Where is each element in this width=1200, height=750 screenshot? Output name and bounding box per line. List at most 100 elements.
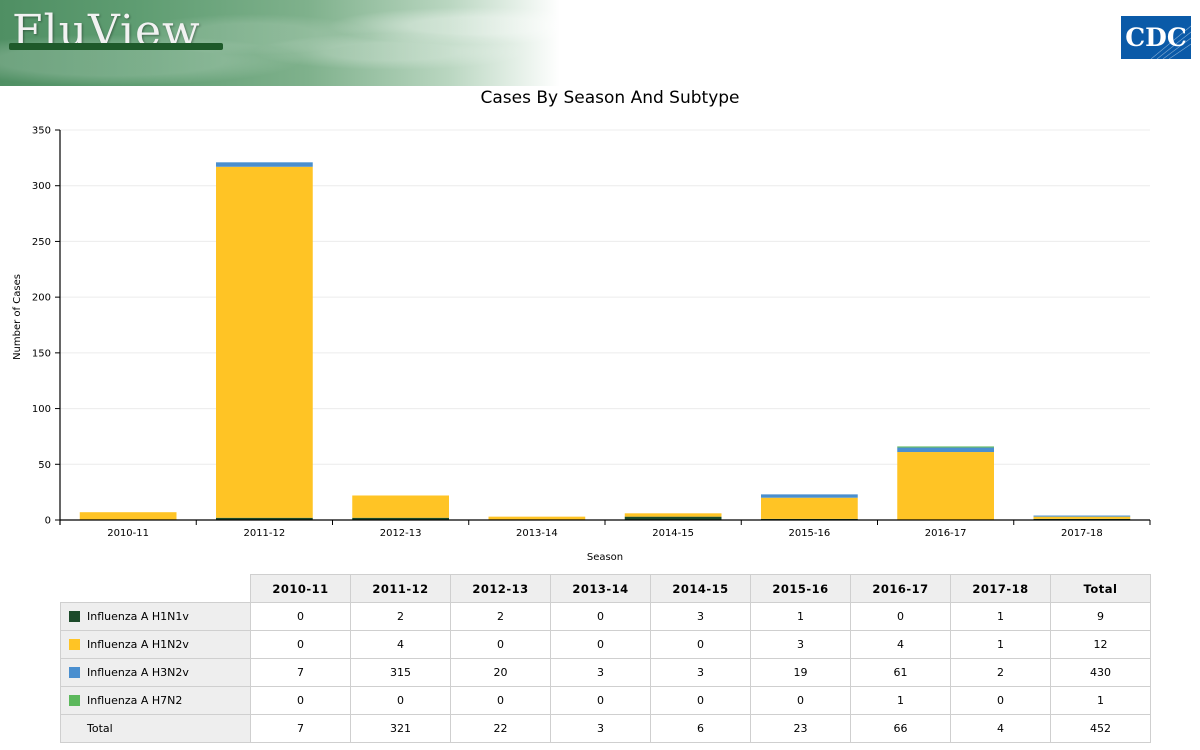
x-tick-label: 2014-15 (652, 528, 694, 539)
y-tick-label: 150 (32, 348, 51, 359)
table-cell: 1 (850, 686, 951, 715)
table-cell: 1 (750, 602, 851, 631)
table-cell: 3 (650, 658, 751, 687)
row-label: Influenza A H1N1v (87, 610, 189, 623)
table-row: Influenza A H7N2 0 0 0 0 0 0 1 0 1 (60, 686, 1151, 715)
table-row: Influenza A H1N1v 0 2 2 0 3 1 0 1 9 (60, 602, 1151, 631)
y-tick-label: 50 (38, 460, 51, 471)
table-cell: 3 (750, 630, 851, 659)
table-cell: 0 (950, 686, 1051, 715)
table-cell: 61 (850, 658, 951, 687)
legend-swatch[interactable] (69, 723, 80, 734)
cdc-logo-icon[interactable]: CDC (1121, 16, 1191, 59)
table-cell: 2 (350, 602, 451, 631)
y-tick-label: 250 (32, 237, 51, 248)
table-cell: 0 (450, 630, 551, 659)
chart-title: Cases By Season And Subtype (480, 88, 740, 108)
column-header: 2013-14 (550, 574, 651, 603)
bar-segment (488, 516, 586, 520)
cdc-logo-text: CDC (1125, 23, 1186, 52)
column-header: 2016-17 (850, 574, 951, 603)
bar-segment (897, 447, 994, 453)
bar-segment (624, 516, 722, 520)
legend-swatch[interactable] (69, 611, 80, 622)
table-cell: 0 (450, 686, 551, 715)
row-header: Total (60, 714, 251, 743)
bar-segment (897, 452, 994, 520)
bar-segment (216, 166, 313, 518)
table-cell: 1 (950, 602, 1051, 631)
bars (79, 162, 1131, 520)
x-tick-label: 2010-11 (107, 528, 149, 539)
x-tick-label: 2013-14 (516, 528, 558, 539)
table-cell: 0 (650, 686, 751, 715)
legend-swatch[interactable] (69, 639, 80, 650)
table-cell: 6 (650, 714, 751, 743)
table-cell: 0 (350, 686, 451, 715)
table-cell: 12 (1050, 630, 1151, 659)
table-cell: 2 (950, 658, 1051, 687)
table-body: Influenza A H1N1v 0 2 2 0 3 1 0 1 9 Influenza A H1… (60, 602, 1151, 743)
bar-segment (216, 162, 313, 167)
column-header: 2010-11 (250, 574, 351, 603)
table-cell: 0 (650, 630, 751, 659)
table-cell: 3 (650, 602, 751, 631)
row-header: Influenza A H7N2 (60, 686, 251, 715)
table-cell: 4 (850, 630, 951, 659)
x-tick-label: 2011-12 (243, 528, 285, 539)
x-tick-label: 2012-13 (380, 528, 422, 539)
table-cell: 4 (950, 714, 1051, 743)
table-row: Influenza A H1N2v 0 4 0 0 0 3 4 1 12 (60, 630, 1151, 659)
x-axis-label: Season (587, 552, 623, 563)
table-cell: 19 (750, 658, 851, 687)
x-tick-label: 2016-17 (925, 528, 967, 539)
bar-segment (79, 512, 177, 520)
table-row: Total 7 321 22 3 6 23 66 4 452 (60, 714, 1151, 743)
row-header: Influenza A H3N2v (60, 658, 251, 687)
table-cell: 0 (250, 602, 351, 631)
table-cell: 3 (550, 714, 651, 743)
x-tick-label: 2017-18 (1061, 528, 1103, 539)
table-cell: 20 (450, 658, 551, 687)
bar-segment (352, 495, 449, 518)
table-cell: 4 (350, 630, 451, 659)
table-cell: 0 (250, 686, 351, 715)
table-cell: 7 (250, 658, 351, 687)
table-cell: 0 (550, 630, 651, 659)
table-cell: 2 (450, 602, 551, 631)
table-cell: 0 (550, 602, 651, 631)
table-cell: 321 (350, 714, 451, 743)
table-cell: 452 (1050, 714, 1151, 743)
logo-underline (9, 43, 223, 50)
bar-segment (1033, 516, 1131, 519)
table-cell: 430 (1050, 658, 1151, 687)
table-cell: 9 (1050, 602, 1151, 631)
axes: 0 50 100 150 200 250 300 350 2010-11 2011-12 2012-… (32, 126, 1151, 539)
row-header: Influenza A H1N2v (60, 630, 251, 659)
legend-swatch[interactable] (69, 667, 80, 678)
table-cell: 0 (250, 630, 351, 659)
y-axis-label: Number of Cases (12, 274, 23, 360)
row-label: Influenza A H1N2v (87, 638, 189, 651)
row-label: Total (87, 722, 113, 735)
column-header: Total (1050, 574, 1151, 603)
bar-segment (761, 497, 858, 519)
table-cell: 23 (750, 714, 851, 743)
column-header: 2015-16 (750, 574, 851, 603)
column-header: 2014-15 (650, 574, 751, 603)
table-cell: 3 (550, 658, 651, 687)
stacked-bar-chart: 0 50 100 150 200 250 300 350 2010-11 2011-12 2012-… (12, 126, 1151, 563)
legend-swatch[interactable] (69, 695, 80, 706)
row-label: Influenza A H3N2v (87, 666, 189, 679)
table-cell: 1 (1050, 686, 1151, 715)
data-table: 2010-11 2011-12 2012-13 2013-14 2014-15 2015-… (60, 574, 1151, 743)
y-tick-label: 200 (32, 293, 51, 304)
column-header: 2017-18 (950, 574, 1051, 603)
table-cell: 22 (450, 714, 551, 743)
table-header-row: 2010-11 2011-12 2012-13 2013-14 2014-15 2015-… (60, 574, 1151, 603)
y-tick-label: 100 (32, 404, 51, 415)
table-row: Influenza A H3N2v 7 315 20 3 3 19 61 2 430 (60, 658, 1151, 687)
table-cell: 1 (950, 630, 1051, 659)
bar-segment (761, 494, 858, 498)
y-tick-label: 300 (32, 181, 51, 192)
